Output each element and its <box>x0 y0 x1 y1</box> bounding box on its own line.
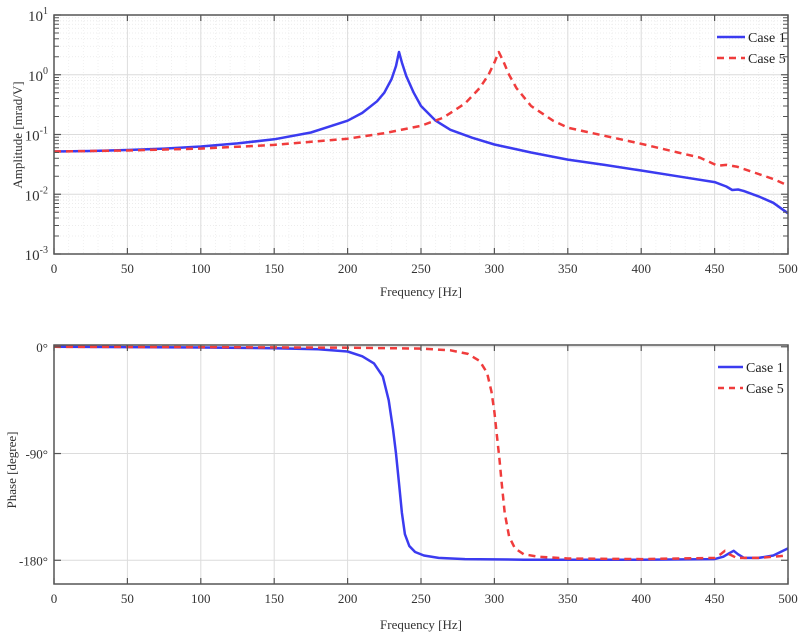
x-tick-label: 450 <box>705 591 725 606</box>
x-tick-label: 200 <box>338 591 358 606</box>
x-tick-label: 400 <box>631 261 651 276</box>
y-tick-label: -90° <box>25 447 48 462</box>
y-tick-label: 101 <box>28 6 48 25</box>
x-tick-label: 150 <box>264 591 284 606</box>
amplitude-legend: Case 1 Case 5 <box>717 31 786 67</box>
x-tick-label: 0 <box>51 261 58 276</box>
y-tick-label: 0° <box>36 340 48 355</box>
amplitude-y-axis-title: Amplitude [mrad/V] <box>10 81 25 188</box>
x-tick-label: 100 <box>191 261 211 276</box>
phase-y-axis-title: Phase [degree] <box>4 432 19 509</box>
phase-ticks: 0 50 100 150 200 250 300 350 400 450 500 0° -90° -180… <box>19 340 798 606</box>
amplitude-x-axis-title: Frequency [Hz] <box>380 284 462 299</box>
x-tick-label: 500 <box>778 591 798 606</box>
amplitude-chart: 0 50 100 150 200 250 300 350 400 450 500 101 100 10-1… <box>10 6 798 299</box>
x-tick-label: 250 <box>411 591 431 606</box>
y-tick-label: 10-3 <box>25 245 48 264</box>
series-line-case-1 <box>53 345 789 561</box>
x-tick-label: 350 <box>558 591 578 606</box>
series-line-case-5 <box>53 345 789 561</box>
y-tick-label: 10-2 <box>25 185 48 204</box>
x-tick-label: 50 <box>121 261 134 276</box>
x-tick-label: 100 <box>191 591 211 606</box>
y-tick-label: 100 <box>28 66 48 85</box>
legend-case1-label: Case 1 <box>746 361 784 376</box>
phase-series <box>53 345 789 561</box>
series-line-case-5 <box>53 50 789 187</box>
x-tick-label: 300 <box>485 591 505 606</box>
series-line-case-1 <box>53 50 789 215</box>
legend-case5-label: Case 5 <box>746 382 784 397</box>
y-tick-label: 10-1 <box>25 126 48 145</box>
x-tick-label: 450 <box>705 261 725 276</box>
y-tick-label: -180° <box>19 553 48 568</box>
phase-legend: Case 1 Case 5 <box>718 361 784 397</box>
x-tick-label: 300 <box>485 261 505 276</box>
x-tick-label: 500 <box>778 261 798 276</box>
phase-x-axis-title: Frequency [Hz] <box>380 617 462 632</box>
x-tick-label: 150 <box>264 261 284 276</box>
x-tick-label: 400 <box>631 591 651 606</box>
x-tick-label: 200 <box>338 261 358 276</box>
legend-case1-label: Case 1 <box>748 31 786 46</box>
amplitude-series <box>53 50 789 215</box>
x-tick-label: 350 <box>558 261 578 276</box>
x-tick-label: 250 <box>411 261 431 276</box>
legend-case5-label: Case 5 <box>748 52 786 67</box>
phase-chart: 0 50 100 150 200 250 300 350 400 450 500 0° -90° -180… <box>4 340 798 632</box>
x-tick-label: 50 <box>121 591 134 606</box>
x-tick-label: 0 <box>51 591 58 606</box>
amplitude-ticks: 0 50 100 150 200 250 300 350 400 450 500 101 100 10-1… <box>25 6 798 276</box>
